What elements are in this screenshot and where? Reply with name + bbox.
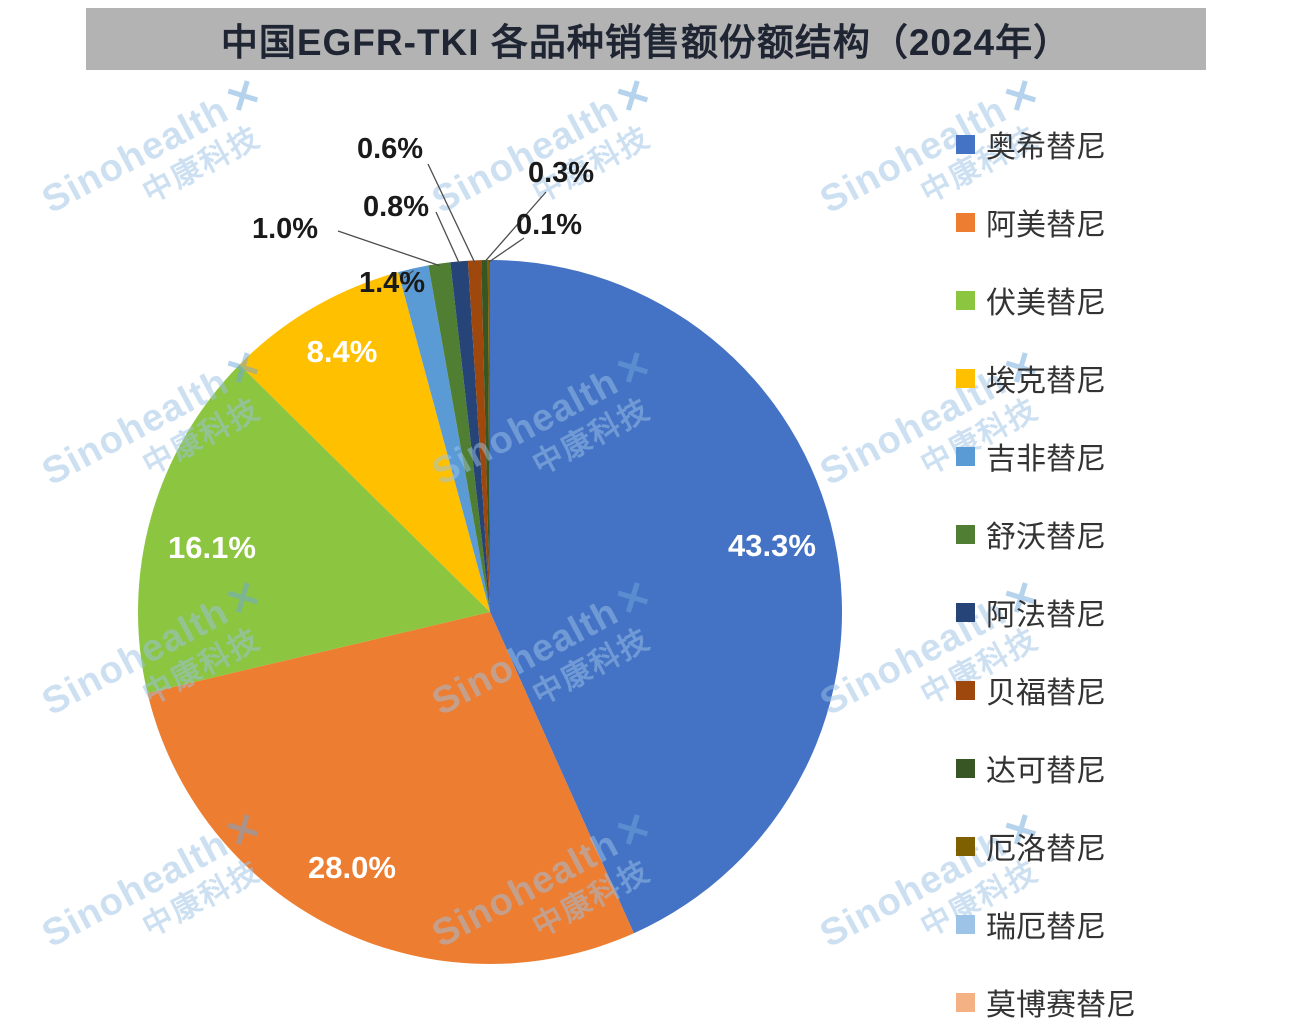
legend-swatch (956, 836, 975, 856)
chart-title-bar: 中国EGFR-TKI 各品种销售额份额结构（2024年） (86, 8, 1206, 70)
pie-slice-3 (239, 272, 490, 612)
legend-swatch (956, 212, 975, 232)
legend-label: 达可替尼 (986, 755, 1106, 788)
pie-slice-9 (487, 260, 490, 612)
legend-swatch (956, 602, 975, 622)
legend-item: 厄洛替尼 (956, 828, 1136, 866)
pie-slice-0 (490, 260, 843, 934)
legend-swatch (956, 446, 975, 466)
legend-label: 奥希替尼 (986, 131, 1106, 164)
legend-label: 厄洛替尼 (986, 833, 1106, 866)
chart-title: 中国EGFR-TKI 各品种销售额份额结构（2024年） (220, 22, 1072, 63)
legend-label: 伏美替尼 (986, 287, 1106, 320)
legend-item: 阿法替尼 (956, 594, 1136, 632)
legend-swatch (956, 680, 975, 700)
legend-item: 莫博赛替尼 (956, 984, 1136, 1022)
legend-swatch (956, 914, 975, 934)
legend-swatch (956, 992, 975, 1012)
legend-label: 吉非替尼 (986, 443, 1106, 476)
legend-label: 舒沃替尼 (986, 521, 1106, 554)
legend-label: 埃克替尼 (986, 365, 1106, 398)
legend-item: 舒沃替尼 (956, 516, 1136, 554)
pie-slice-5 (428, 262, 490, 612)
legend-label: 贝福替尼 (986, 677, 1106, 710)
pie-slice-4 (398, 265, 490, 612)
legend-item: 埃克替尼 (956, 360, 1136, 398)
legend-swatch (956, 134, 975, 154)
legend-item: 吉非替尼 (956, 438, 1136, 476)
pie-slice-7 (467, 260, 490, 612)
pie-slice-8 (481, 260, 490, 612)
legend-item: 阿美替尼 (956, 204, 1136, 242)
pie-slice-1 (147, 612, 634, 964)
legend-label: 阿法替尼 (986, 599, 1106, 632)
legend: 奥希替尼 阿美替尼 伏美替尼 埃克替尼 吉非替尼 舒沃替尼 阿法替尼 贝福替尼 (956, 126, 1136, 1022)
legend-item: 贝福替尼 (956, 672, 1136, 710)
legend-label: 阿美替尼 (986, 209, 1106, 242)
legend-swatch (956, 758, 975, 778)
legend-item: 瑞厄替尼 (956, 906, 1136, 944)
pie-slice-2 (138, 364, 491, 694)
legend-item: 达可替尼 (956, 750, 1136, 788)
legend-swatch (956, 290, 975, 310)
pie-slice-6 (450, 260, 490, 612)
legend-item: 伏美替尼 (956, 282, 1136, 320)
legend-item: 奥希替尼 (956, 126, 1136, 164)
legend-swatch (956, 368, 975, 388)
legend-label: 莫博赛替尼 (986, 989, 1136, 1022)
legend-label: 瑞厄替尼 (986, 911, 1106, 944)
legend-swatch (956, 524, 975, 544)
